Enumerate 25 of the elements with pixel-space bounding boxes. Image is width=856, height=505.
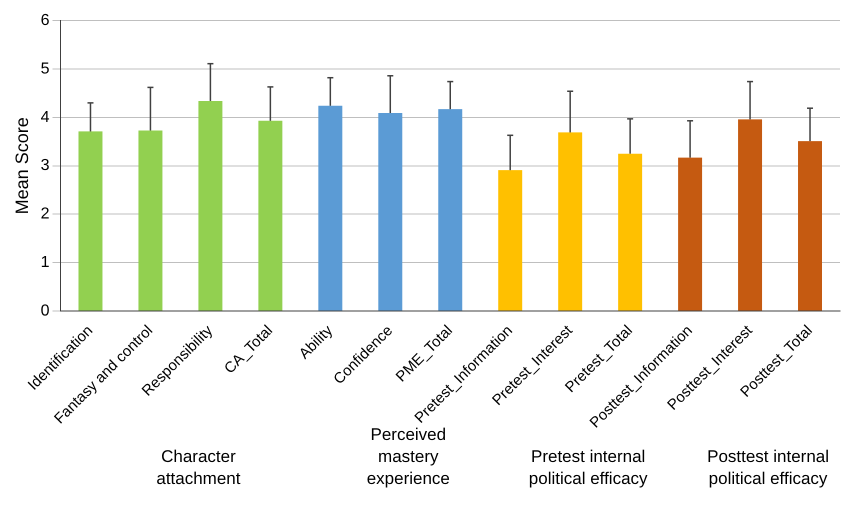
- bar: [198, 100, 222, 310]
- text: Character attachment: [156, 447, 241, 488]
- y-tick-label: 2: [40, 206, 50, 223]
- bar: [678, 158, 702, 310]
- bar: [558, 132, 582, 310]
- y-tick-label: 6: [40, 12, 50, 30]
- bar: [498, 170, 522, 310]
- text: Perceived mastery experience: [366, 425, 450, 488]
- y-tick-label: 0: [40, 302, 50, 320]
- bar: [258, 120, 282, 310]
- bar: [738, 119, 762, 310]
- bar: [798, 141, 822, 310]
- bar: [618, 154, 642, 310]
- y-tick-label: 3: [40, 157, 50, 174]
- bar: [138, 130, 162, 310]
- bar: [438, 109, 462, 310]
- y-tick-label: 5: [40, 60, 50, 78]
- y-tick-label: 1: [40, 254, 50, 271]
- text: Pretest internal political efficacy: [528, 447, 648, 488]
- y-tick-label: 4: [40, 108, 50, 126]
- bar: [318, 106, 342, 310]
- bar: [378, 113, 402, 310]
- y-axis-title: Mean Score: [12, 117, 32, 214]
- bar: [78, 131, 102, 310]
- text: Posttest internal political efficacy: [707, 447, 830, 488]
